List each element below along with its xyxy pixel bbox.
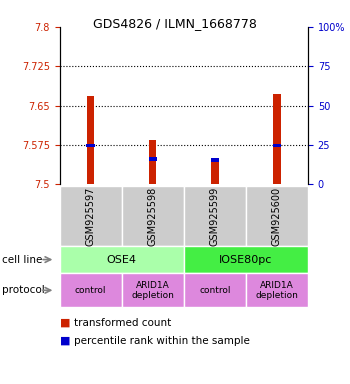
Text: ARID1A
depletion: ARID1A depletion [131, 281, 174, 300]
Text: ■: ■ [60, 336, 74, 346]
Text: GSM925599: GSM925599 [210, 186, 220, 246]
Text: control: control [199, 286, 231, 295]
Text: GSM925598: GSM925598 [148, 186, 158, 246]
Text: GSM925600: GSM925600 [272, 187, 282, 245]
Text: percentile rank within the sample: percentile rank within the sample [74, 336, 249, 346]
Text: cell line: cell line [2, 255, 42, 265]
Text: GDS4826 / ILMN_1668778: GDS4826 / ILMN_1668778 [93, 17, 257, 30]
Bar [87, 96, 94, 184]
Bar [86, 144, 95, 147]
Bar [149, 140, 156, 184]
Text: GSM925597: GSM925597 [85, 186, 96, 246]
Bar [211, 161, 218, 184]
Text: protocol: protocol [2, 285, 44, 295]
Text: OSE4: OSE4 [107, 255, 136, 265]
Bar [211, 158, 219, 162]
Text: IOSE80pc: IOSE80pc [219, 255, 273, 265]
Bar [149, 157, 157, 161]
Text: ■: ■ [60, 318, 74, 328]
Bar [273, 144, 281, 147]
Text: control: control [75, 286, 106, 295]
Text: ARID1A
depletion: ARID1A depletion [256, 281, 298, 300]
Bar [273, 94, 281, 184]
Text: transformed count: transformed count [74, 318, 171, 328]
